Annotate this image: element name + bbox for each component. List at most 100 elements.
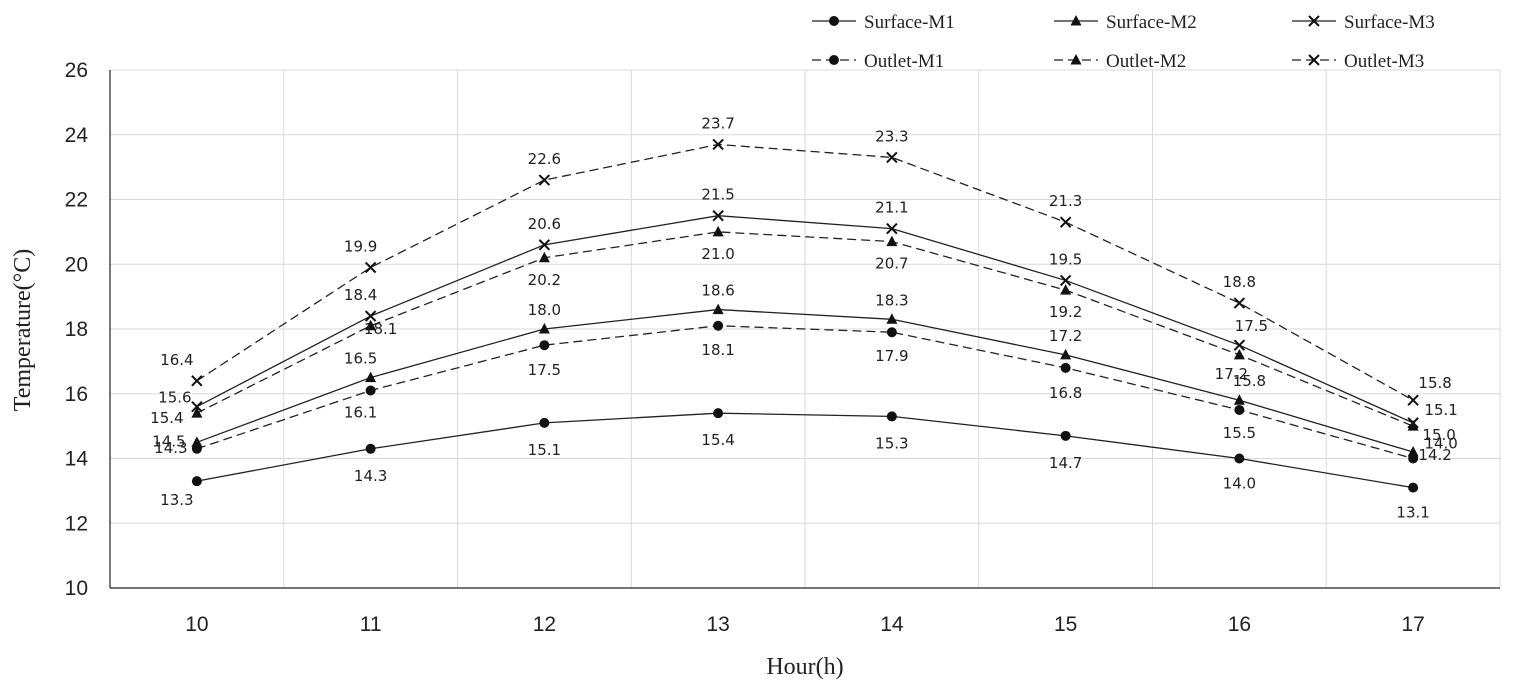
- y-tick-label: 12: [65, 512, 88, 535]
- data-label: 13.1: [1396, 504, 1429, 522]
- data-point: [886, 235, 898, 247]
- data-label: 14.3: [354, 467, 387, 485]
- series-line-outlet-m1: [196, 325, 1414, 460]
- data-label: 17.9: [875, 347, 908, 365]
- data-label: 13.3: [160, 491, 193, 509]
- data-point: [538, 239, 551, 251]
- y-tick-label: 22: [65, 189, 88, 212]
- x-tick-label: 13: [706, 613, 729, 636]
- data-label: 15.8: [1233, 372, 1266, 390]
- data-label: 18.1: [364, 320, 397, 338]
- data-point: [191, 476, 202, 487]
- data-label: 22.6: [528, 150, 561, 168]
- data-label: 15.5: [1223, 424, 1256, 442]
- data-label: 15.1: [528, 441, 561, 459]
- data-point: [191, 400, 203, 413]
- data-point: [886, 411, 897, 422]
- data-label: 18.1: [701, 341, 734, 359]
- x-tick-label: 11: [360, 613, 382, 636]
- data-point: [191, 375, 203, 387]
- data-label: 21.5: [701, 186, 734, 204]
- data-label: 19.9: [344, 237, 377, 255]
- series-group: [191, 138, 1419, 493]
- data-point: [191, 407, 203, 418]
- data-label: 15.1: [1424, 401, 1457, 419]
- x-tick-label: 10: [185, 613, 208, 636]
- y-tick-label: 26: [65, 59, 88, 82]
- data-label: 17.5: [528, 361, 561, 379]
- data-point: [829, 16, 839, 26]
- data-point: [1233, 339, 1246, 351]
- data-point: [365, 371, 377, 383]
- data-point: [539, 340, 550, 351]
- gridlines: [110, 69, 1501, 588]
- legend-item-surface-m2: Surface-M2: [1054, 12, 1197, 33]
- data-point: [712, 138, 724, 151]
- legend-label: Outlet-M2: [1106, 51, 1186, 72]
- data-label: 17.2: [1215, 365, 1248, 383]
- data-label: 21.3: [1049, 192, 1082, 210]
- data-point: [1060, 430, 1071, 441]
- data-label: 19.2: [1049, 303, 1082, 321]
- data-label: 15.4: [701, 431, 734, 449]
- x-tick-label: 14: [880, 613, 904, 636]
- data-label: 14.7: [1049, 454, 1082, 472]
- y-tick-label: 14: [65, 448, 89, 471]
- data-point: [365, 385, 376, 396]
- data-label: 16.4: [160, 351, 193, 369]
- data-label: 19.5: [1049, 250, 1082, 268]
- x-tick-label: 15: [1054, 613, 1077, 636]
- data-point: [713, 408, 724, 419]
- data-label: 14.3: [154, 439, 187, 457]
- data-point: [829, 55, 839, 65]
- legend: Surface-M1 Surface-M2 Surface-M3 Outlet-M1 O…: [812, 12, 1435, 72]
- y-tick-label: 16: [65, 383, 88, 406]
- legend-label: Surface-M1: [864, 12, 955, 33]
- data-point: [1308, 15, 1320, 27]
- data-point: [1059, 216, 1072, 228]
- series-line-surface-m3: [196, 215, 1414, 424]
- data-point: [886, 313, 898, 324]
- data-label: 14.2: [1418, 446, 1451, 464]
- axes: [109, 70, 1500, 589]
- series-line-outlet-m3: [196, 143, 1414, 401]
- data-point: [1233, 394, 1245, 405]
- data-point: [365, 319, 377, 331]
- data-label: 15.8: [1418, 374, 1451, 392]
- legend-label: Surface-M2: [1106, 12, 1197, 33]
- data-point: [539, 417, 550, 428]
- data-point: [1308, 54, 1320, 66]
- data-point: [538, 174, 551, 186]
- data-point: [1059, 274, 1072, 287]
- data-label: 21.1: [875, 199, 908, 217]
- data-point: [1408, 453, 1419, 464]
- y-tick-label: 24: [65, 124, 89, 147]
- legend-item-surface-m3: Surface-M3: [1292, 12, 1435, 33]
- data-point: [1060, 362, 1071, 373]
- data-point: [1407, 446, 1419, 457]
- data-label: 14.0: [1424, 435, 1457, 453]
- data-point: [364, 310, 377, 322]
- legend-item-outlet-m1: Outlet-M1: [812, 51, 944, 72]
- y-axis-title: Temperature(°C): [10, 249, 36, 412]
- data-point: [1060, 348, 1072, 360]
- data-label: 16.1: [344, 404, 377, 422]
- data-label: 14.5: [152, 432, 185, 450]
- data-label: 18.6: [701, 282, 734, 300]
- series-line-outlet-m2: [196, 231, 1414, 427]
- x-tick-label: 16: [1228, 613, 1251, 636]
- data-label: 14.0: [1223, 475, 1256, 493]
- data-point: [1234, 404, 1245, 415]
- legend-item-outlet-m2: Outlet-M2: [1054, 51, 1186, 72]
- data-label: 17.2: [1049, 327, 1082, 345]
- legend-label: Surface-M3: [1344, 12, 1435, 33]
- data-label: 15.3: [875, 434, 908, 452]
- series-line-surface-m1: [196, 412, 1414, 489]
- data-point: [538, 323, 550, 334]
- data-point: [365, 443, 376, 454]
- data-label: 23.7: [701, 114, 734, 132]
- data-label: 17.5: [1235, 317, 1268, 335]
- data-point: [713, 320, 724, 331]
- data-point: [538, 251, 550, 263]
